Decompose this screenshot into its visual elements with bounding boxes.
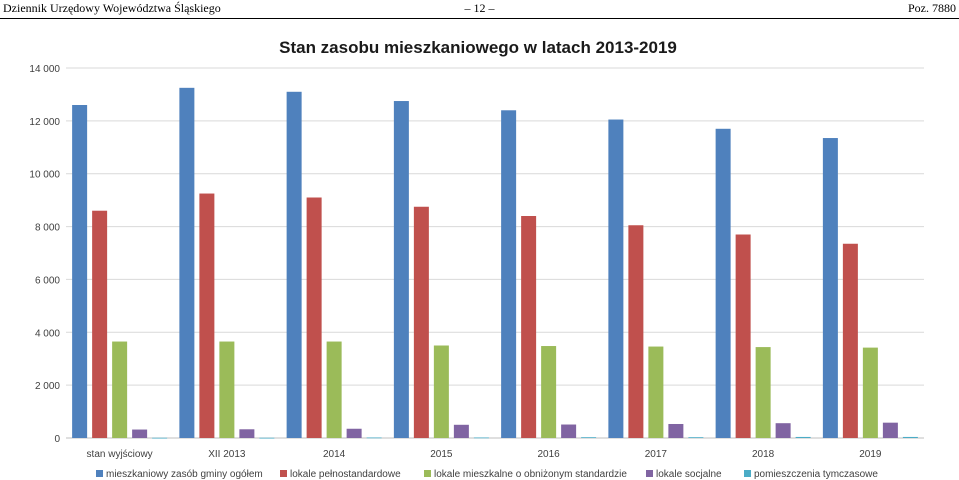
bar [648, 346, 664, 438]
bar [735, 234, 751, 438]
bar [473, 437, 489, 439]
bar [561, 424, 577, 438]
bar [862, 347, 878, 438]
bar [239, 429, 255, 438]
bar [199, 193, 215, 438]
bar [72, 105, 88, 438]
gridlines [66, 67, 924, 439]
y-tick-label: 12 000 [29, 117, 60, 128]
bar [286, 91, 302, 439]
y-tick-label: 14 000 [29, 64, 60, 75]
bar [668, 423, 684, 438]
chart-title: Stan zasobu mieszkaniowego w latach 2013… [279, 38, 677, 57]
bar [92, 210, 108, 438]
legend-swatch [96, 470, 103, 477]
x-tick-label: 2019 [859, 449, 882, 460]
bar [842, 243, 858, 438]
legend-label: pomieszczenia tymczasowe [754, 469, 878, 480]
x-tick-label: 2016 [538, 449, 561, 460]
bar [346, 428, 362, 438]
y-tick-label: 8 000 [35, 223, 60, 234]
bar [366, 437, 382, 439]
bar [501, 110, 517, 439]
x-axis-ticks: stan wyjściowy XII 2013 2014 2015 2016 2017 20… [87, 449, 882, 460]
legend-swatch [744, 470, 751, 477]
y-tick-label: 4 000 [35, 328, 60, 339]
y-tick-label: 2 000 [35, 381, 60, 392]
page-number: – 12 – [464, 1, 495, 15]
bar [393, 101, 409, 439]
x-tick-label: 2014 [323, 449, 346, 460]
bar [882, 422, 898, 438]
y-tick-label: 6 000 [35, 275, 60, 286]
legend-label: mieszkaniowy zasób gminy ogółem [106, 469, 263, 480]
bar [433, 345, 449, 438]
bar [795, 436, 811, 438]
x-tick-label: 2018 [752, 449, 775, 460]
x-tick-label: stan wyjściowy [87, 449, 153, 460]
x-tick-label: 2017 [645, 449, 668, 460]
legend-label: lokale socjalne [656, 469, 722, 480]
legend-label: lokale mieszkalne o obniżonym standardzi… [434, 469, 627, 480]
bar [152, 437, 168, 439]
position-number: Poz. 7880 [908, 1, 956, 15]
bar [453, 424, 469, 438]
bar [715, 128, 731, 439]
bar [326, 341, 342, 438]
legend-swatch [280, 470, 287, 477]
bar [755, 347, 771, 438]
bars [72, 87, 918, 439]
bar [219, 341, 235, 438]
x-tick-label: XII 2013 [208, 449, 246, 460]
bar [306, 197, 322, 438]
bar [521, 216, 537, 438]
bar [179, 87, 195, 439]
bar [259, 437, 275, 439]
y-tick-label: 10 000 [29, 170, 60, 181]
bar [822, 138, 838, 439]
bar [112, 341, 128, 438]
y-tick-label: 0 [54, 434, 60, 445]
legend-label: lokale pełnostandardowe [290, 469, 401, 480]
bar [581, 437, 597, 439]
x-tick-label: 2015 [430, 449, 453, 460]
bar [902, 436, 918, 438]
bar [775, 423, 791, 438]
bar [132, 429, 148, 438]
legend: mieszkaniowy zasób gminy ogółem lokale pe… [96, 469, 878, 480]
document-header: Dziennik Urzędowy Województwa Śląskiego … [0, 0, 959, 19]
bar [413, 206, 429, 438]
bar [608, 119, 624, 439]
legend-swatch [646, 470, 653, 477]
bar [688, 437, 704, 439]
journal-title: Dziennik Urzędowy Województwa Śląskiego [3, 1, 221, 15]
bar [628, 225, 644, 438]
legend-swatch [424, 470, 431, 477]
y-axis-ticks: 0 2 000 4 000 6 000 8 000 10 000 12 000 14 000 [29, 64, 60, 445]
bar [541, 346, 557, 438]
